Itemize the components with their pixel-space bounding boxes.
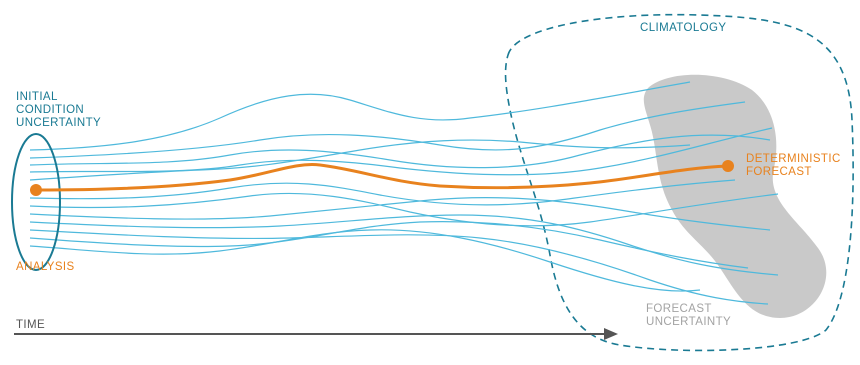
analysis-point [30,184,42,196]
forecast-uncertainty-label-line: UNCERTAINTY [646,316,732,328]
deterministic-forecast-label-line: DETERMINISTIC [746,153,841,165]
climatology-label: CLIMATOLOGY [640,22,727,34]
ensemble-member [29,197,771,231]
time-label: TIME [16,319,46,331]
forecast-uncertainty-label-line: FORECAST [646,303,712,315]
ensemble-member [29,221,749,269]
deterministic-forecast-label: DETERMINISTIC FORECAST [746,153,841,179]
ensemble-member [29,134,771,169]
initial-condition-label-line: UNCERTAINTY [16,117,102,129]
analysis-label: ANALYSIS [16,261,75,273]
ensemble-member [29,192,779,227]
deterministic-forecast-label-line: FORECAST [746,166,812,178]
initial-condition-label-line: INITIAL [16,91,58,103]
ensemble-member [29,81,691,151]
forecast-uncertainty-label: FORECAST UNCERTAINTY [646,303,731,329]
ensemble-member [29,229,769,305]
initial-condition-ellipse [11,133,61,271]
forecast-uncertainty-region [643,74,827,318]
ensemble-member [29,101,746,159]
deterministic-forecast-line [35,163,729,192]
ensemble-member [29,229,701,292]
time-arrowhead [604,328,618,340]
ensemble-members [29,81,779,305]
ensemble-member [29,214,779,276]
initial-condition-label: INITIAL CONDITION UNCERTAINTY [16,91,101,130]
deterministic-forecast-point [722,160,734,172]
ensemble-member [29,139,691,181]
ensemble-member [29,179,736,206]
initial-condition-label-line: CONDITION [16,104,85,116]
